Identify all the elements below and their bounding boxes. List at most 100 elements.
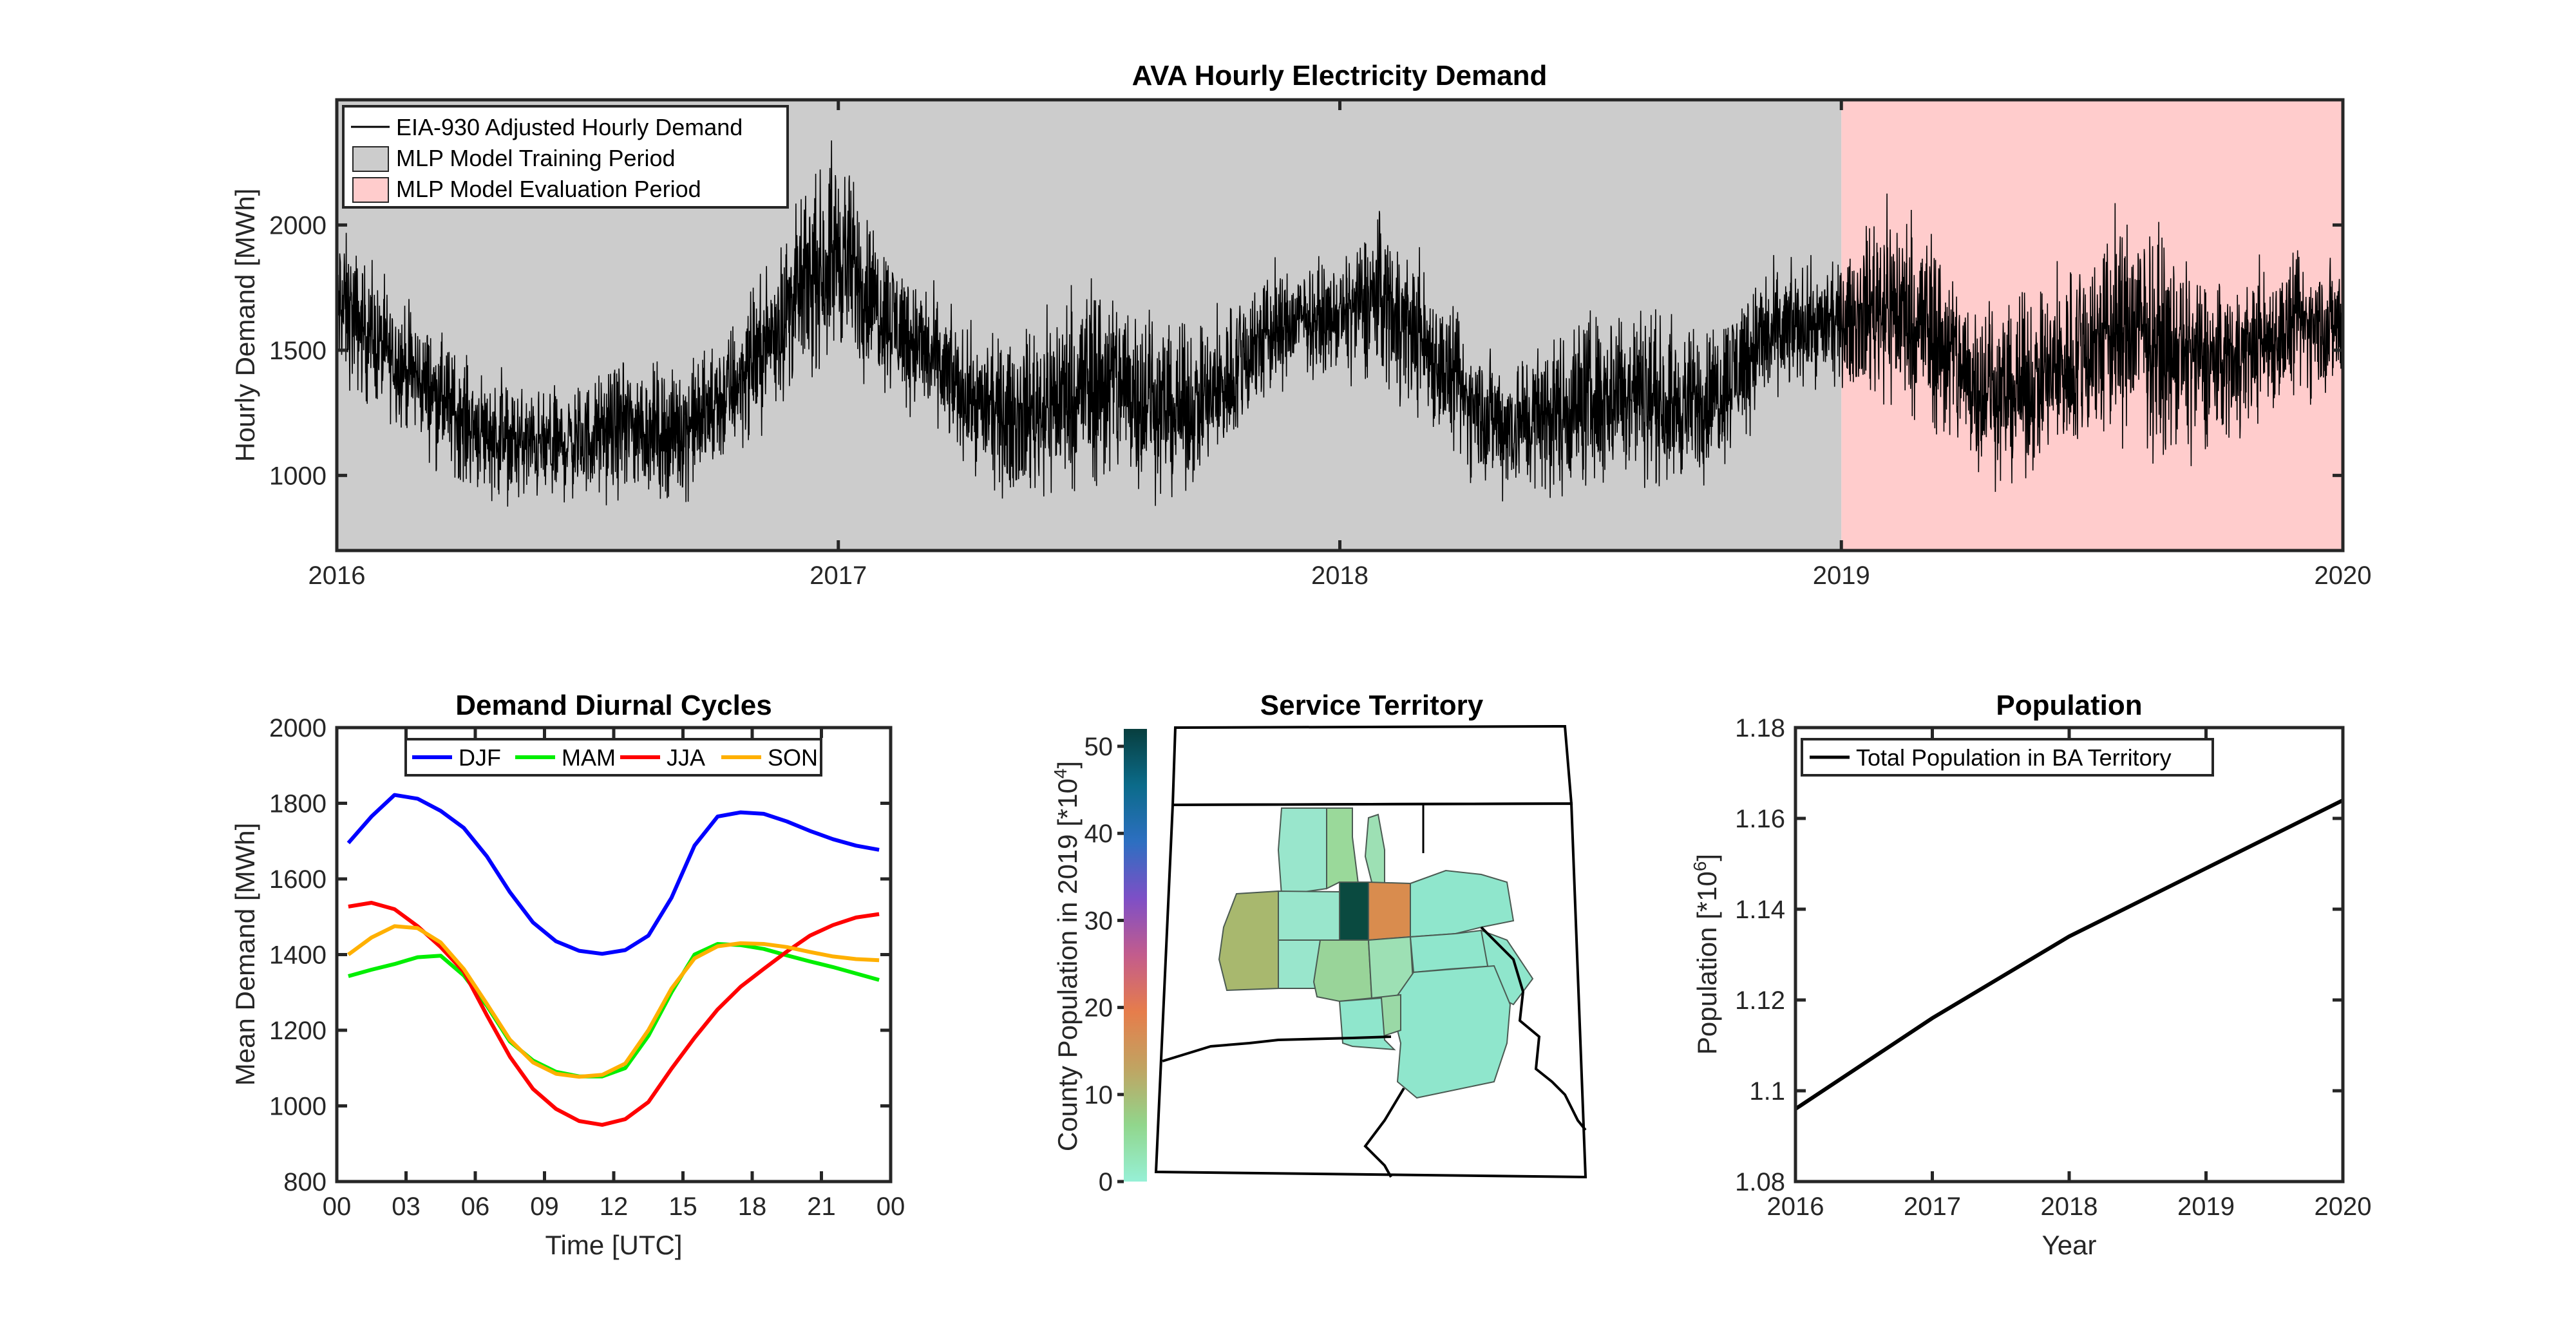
legend-training-swatch bbox=[352, 146, 389, 172]
diurnal-axes-bg bbox=[337, 728, 891, 1182]
legend-entry-training: MLP Model Training Period bbox=[396, 145, 676, 171]
colorbar-tick-label: 40 bbox=[1084, 820, 1113, 848]
population-series bbox=[1794, 798, 2344, 1111]
county-polygons bbox=[1218, 807, 1534, 1099]
y-tick-label: 1.12 bbox=[1735, 986, 1785, 1015]
population-xlabel: Year bbox=[2042, 1230, 2097, 1260]
x-tick-label: 2016 bbox=[308, 561, 366, 590]
population-title: Population bbox=[1996, 690, 2142, 721]
legend-entry-evaluation: MLP Model Evaluation Period bbox=[396, 176, 701, 202]
colorbar-ticks: 0 10 20 30 40 50 bbox=[1084, 733, 1124, 1196]
legend-entry-son: SON bbox=[768, 744, 818, 771]
population-legend-entry: Total Population in BA Territory bbox=[1856, 744, 2172, 771]
hourly-demand-legend: EIA-930 Adjusted Hourly Demand MLP Model… bbox=[342, 105, 789, 209]
river-border bbox=[1363, 1087, 1405, 1178]
county-polygon bbox=[1339, 882, 1369, 941]
state-border-south bbox=[1162, 1035, 1392, 1062]
x-tick-label: 00 bbox=[323, 1193, 352, 1221]
x-tick-label: 2020 bbox=[2315, 561, 2372, 590]
hourly-demand-series bbox=[336, 140, 2344, 507]
x-tick-label: 2017 bbox=[810, 561, 867, 590]
service-territory-panel: Service Territory bbox=[1050, 690, 1587, 1196]
x-tick-label: 2018 bbox=[1311, 561, 1368, 590]
x-tick-label: 15 bbox=[668, 1193, 697, 1221]
hourly-demand-panel: 2016 2017 2018 2019 2020 1000 1500 2000 AVA Hou… bbox=[230, 60, 2371, 590]
x-tick-label: 2019 bbox=[2177, 1193, 2235, 1221]
x-tick-label: 2018 bbox=[2041, 1193, 2098, 1221]
county-polygon bbox=[1312, 939, 1373, 1003]
y-tick-label: 2000 bbox=[269, 714, 327, 742]
y-tick-label: 1.18 bbox=[1735, 714, 1785, 742]
population-line bbox=[1794, 798, 2344, 1111]
hourly-demand-legend-box bbox=[342, 105, 789, 209]
y-tick-label: 1400 bbox=[269, 941, 327, 970]
diurnal-title: Demand Diurnal Cycles bbox=[455, 690, 772, 721]
y-tick-label: 1.16 bbox=[1735, 805, 1785, 833]
y-tick-label: 1200 bbox=[269, 1017, 327, 1045]
legend-entry-jja: JJA bbox=[667, 744, 705, 771]
y-tick-label: 1000 bbox=[269, 462, 327, 490]
y-tick-label: 1800 bbox=[269, 790, 327, 818]
colorbar-label: County Population in 2019 [*104] bbox=[1050, 761, 1083, 1151]
y-tick-label: 1500 bbox=[269, 337, 327, 365]
population-ticks: 2016 2017 2018 2019 2020 1.08 1.1 1.12 1.14 1.16 1… bbox=[1735, 714, 2371, 1221]
diurnal-ticks: 00 03 06 09 12 15 18 21 008001000120014001600180… bbox=[269, 714, 905, 1221]
colorbar-tick-label: 50 bbox=[1084, 733, 1113, 761]
diurnal-legend-box bbox=[404, 738, 822, 777]
legend-entry-djf: DJF bbox=[459, 744, 501, 771]
population-panel: 2016 2017 2018 2019 2020 1.08 1.1 1.12 1.14 1.16 1… bbox=[1690, 690, 2371, 1260]
x-tick-label: 2020 bbox=[2315, 1193, 2372, 1221]
y-tick-label: 1.08 bbox=[1735, 1168, 1785, 1196]
legend-evaluation-swatch bbox=[352, 177, 389, 203]
diurnal-series bbox=[346, 793, 880, 1127]
y-tick-label: 800 bbox=[283, 1168, 327, 1196]
county-polygon bbox=[1409, 929, 1495, 974]
legend-entry-demand: EIA-930 Adjusted Hourly Demand bbox=[396, 114, 743, 140]
hourly-demand-title: AVA Hourly Electricity Demand bbox=[1132, 60, 1548, 91]
diurnal-legend: DJF MAM JJA SON bbox=[404, 738, 822, 777]
map-frame-top bbox=[1171, 724, 1573, 807]
population-axes-bg bbox=[1795, 728, 2343, 1182]
series-line-son bbox=[347, 924, 880, 1079]
x-tick-label: 03 bbox=[392, 1193, 421, 1221]
y-tick-label: 1000 bbox=[269, 1093, 327, 1121]
population-legend: Total Population in BA Territory bbox=[1801, 738, 2214, 777]
x-tick-label: 18 bbox=[738, 1193, 767, 1221]
county-polygon bbox=[1390, 965, 1511, 1099]
hourly-demand-ticks: 2016 2017 2018 2019 2020 1000 1500 2000 bbox=[269, 100, 2371, 590]
demand-line bbox=[336, 140, 2344, 507]
colorbar-tick-label: 30 bbox=[1084, 907, 1113, 935]
colorbar-tick-label: 20 bbox=[1084, 994, 1113, 1023]
series-line-djf bbox=[346, 793, 880, 956]
x-tick-label: 2016 bbox=[1767, 1193, 1824, 1221]
population-ylabel: Population [*106] bbox=[1690, 854, 1722, 1055]
colorbar-tick-label: 10 bbox=[1084, 1081, 1113, 1109]
colorbar-tick-label: 0 bbox=[1099, 1168, 1113, 1196]
x-tick-label: 12 bbox=[600, 1193, 629, 1221]
y-tick-label: 1600 bbox=[269, 865, 327, 894]
diurnal-ylabel: Mean Demand [MWh] bbox=[230, 823, 260, 1086]
diurnal-xlabel: Time [UTC] bbox=[545, 1230, 682, 1260]
y-tick-label: 1.14 bbox=[1735, 896, 1785, 924]
x-tick-label: 2019 bbox=[1813, 561, 1870, 590]
x-tick-label: 00 bbox=[876, 1193, 905, 1221]
x-tick-label: 2017 bbox=[1904, 1193, 1961, 1221]
county-polygon bbox=[1278, 890, 1340, 941]
diurnal-cycles-panel: 00 03 06 09 12 15 18 21 008001000120014001600180… bbox=[230, 690, 905, 1260]
county-polygon bbox=[1368, 881, 1411, 941]
county-polygon bbox=[1277, 807, 1327, 896]
population-legend-box bbox=[1801, 738, 2214, 777]
x-tick-label: 21 bbox=[807, 1193, 836, 1221]
y-tick-label: 2000 bbox=[269, 211, 327, 240]
y-tick-label: 1.1 bbox=[1749, 1077, 1785, 1106]
territory-title: Service Territory bbox=[1260, 690, 1484, 721]
map-borders bbox=[1162, 926, 1587, 1178]
series-line-mam bbox=[348, 942, 880, 1079]
state-border-east bbox=[1480, 926, 1587, 1131]
hourly-demand-ylabel: Hourly Demand [MWh] bbox=[230, 189, 260, 462]
x-tick-label: 06 bbox=[461, 1193, 490, 1221]
colorbar bbox=[1124, 729, 1147, 1182]
legend-entry-mam: MAM bbox=[562, 744, 616, 771]
x-tick-label: 09 bbox=[530, 1193, 559, 1221]
